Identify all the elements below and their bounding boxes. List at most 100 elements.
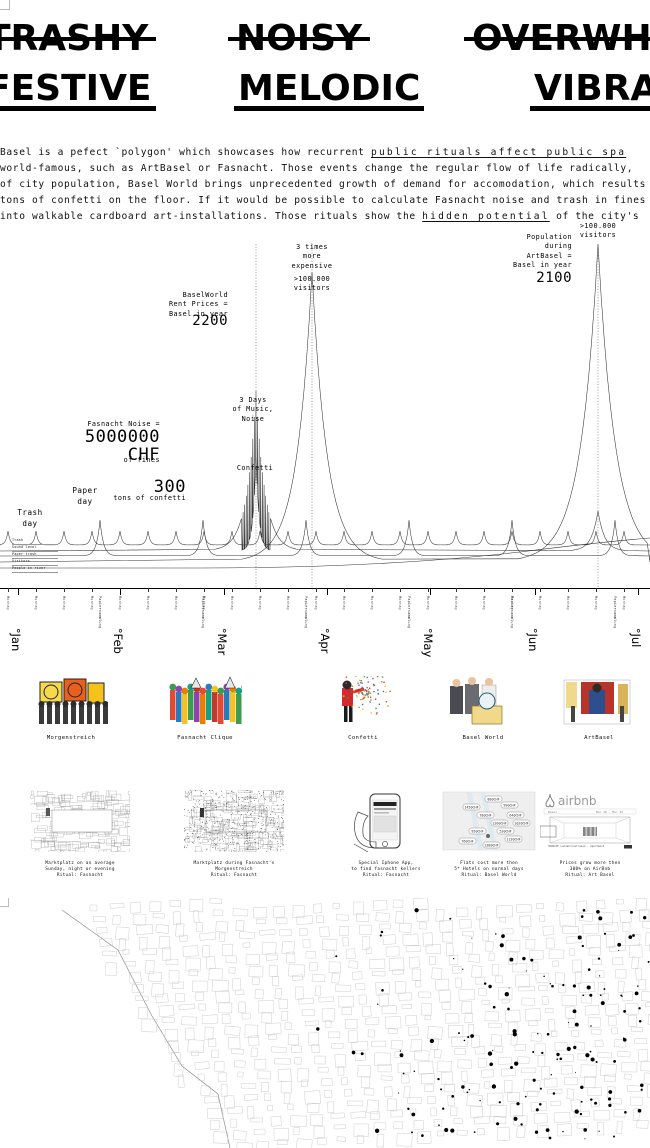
confetti-thrower-image <box>316 676 410 730</box>
axis-label-montag: Montag <box>174 596 178 610</box>
fasnacht-clique-image <box>158 676 252 730</box>
gallery-caption: Fasnacht Clique <box>158 735 252 743</box>
map-event-dot <box>514 1117 518 1121</box>
axis-tick-month <box>18 588 19 595</box>
map-event-dot <box>643 916 646 919</box>
map-event-dot <box>632 934 635 937</box>
plan-caption: Special Iphone App, to find fasnacht kel… <box>330 861 442 880</box>
gallery-item-basel-world[interactable]: Basel World <box>436 676 530 743</box>
axis-tick-week <box>204 588 205 592</box>
map-event-dot <box>453 958 454 959</box>
gallery-caption: Basel World <box>436 735 530 743</box>
axis-label-montag: Montag <box>230 596 234 610</box>
axis-month-jan: °Jan <box>9 628 23 651</box>
map-event-dot <box>596 1061 598 1063</box>
city-map-svg <box>0 898 650 1148</box>
axis-tick-week <box>148 588 149 592</box>
map-event-dot <box>438 1124 440 1126</box>
map-event-dot <box>440 1088 442 1090</box>
map-event-dot <box>451 1095 454 1098</box>
map-event-dot <box>335 955 337 957</box>
axis-label-montag: Montag <box>342 596 346 610</box>
map-event-dot <box>400 1050 401 1051</box>
map-event-dot <box>541 1052 543 1054</box>
map-event-dot <box>464 1040 466 1042</box>
map-event-dot <box>535 1131 538 1134</box>
axis-tick-month <box>638 588 639 595</box>
axis-label-montag: Montag <box>482 596 486 610</box>
gallery-caption: Confetti <box>316 735 410 743</box>
axis-tick-week <box>8 588 9 592</box>
svg-text:1200CHF: 1200CHF <box>492 821 506 825</box>
map-event-dot <box>489 1063 493 1067</box>
map-event-dot <box>573 1046 576 1049</box>
map-event-dot <box>516 1102 519 1105</box>
axis-label-montag: Montag <box>118 596 122 610</box>
plan-drawings-row: Marktplatz on an average Sunday, night o… <box>0 790 650 895</box>
plan-item-prices-grow-more-then[interactable]: airbnb Basel Mar 20 - Mar 25 3000CHF Lan… <box>534 790 646 880</box>
map-event-dot <box>588 968 591 971</box>
axis-label-papiersammlung: Papiersammlung <box>407 596 411 628</box>
intro-link-public-rituals[interactable]: public rituals affect public spa <box>371 147 626 158</box>
map-event-dot <box>543 976 545 978</box>
axis-tick-week <box>64 588 65 592</box>
axis-tick-month <box>120 588 121 595</box>
map-event-dot <box>562 984 564 986</box>
axis-label-montag: Montag <box>622 596 626 610</box>
marktplatz-crowded-plan <box>178 790 290 856</box>
svg-text:530CHF: 530CHF <box>499 829 511 833</box>
map-event-dot <box>361 1052 364 1055</box>
map-event-dot <box>635 991 639 995</box>
map-event-dot <box>421 1134 424 1137</box>
map-event-dot <box>377 1004 378 1005</box>
axis-tick-month <box>327 588 328 595</box>
intro-line1-a: Basel is a pefect `polygon' which showca… <box>0 147 371 158</box>
infographic-page: TRASHY FESTIVE NOISY MELODIC OVERWHELMED… <box>0 0 650 1148</box>
map-event-dot <box>532 1051 534 1053</box>
basel-city-map[interactable] <box>0 898 650 1148</box>
plan-item-marktplatz-on-an-average[interactable]: Marktplatz on an average Sunday, night o… <box>24 790 136 880</box>
axis-label-montag: Montag <box>370 596 374 610</box>
map-event-dot <box>598 916 602 920</box>
series-sound-level <box>0 391 650 551</box>
axis-tick-week <box>484 588 485 592</box>
axis-tick-week <box>92 588 93 592</box>
svg-text:1130CHF: 1130CHF <box>506 837 520 841</box>
gallery-item-artbasel[interactable]: ArtBasel <box>552 676 646 743</box>
map-event-dot <box>449 918 451 920</box>
plan-item-flats-cost-more-then[interactable]: 880CHF 1450CHF 990CHF 780CHF 640CHF 1200… <box>433 790 545 880</box>
gallery-item-confetti[interactable]: Confetti <box>316 676 410 743</box>
axis-tick-week <box>596 588 597 592</box>
plan-item-marktplatz-during-fasnacht-s[interactable]: Marktplatz during Fasnacht's Morgenstrei… <box>178 790 290 880</box>
svg-text:Mar 20 - Mar 25: Mar 20 - Mar 25 <box>596 810 623 814</box>
map-event-dot <box>598 1131 599 1132</box>
map-event-dot <box>613 1135 615 1137</box>
axis-month-apr: °Apr <box>318 628 332 653</box>
plan-item-special-iphone-app[interactable]: Special Iphone App, to find fasnacht kel… <box>330 790 442 880</box>
map-event-dot <box>590 1025 591 1026</box>
map-event-dot <box>585 1053 589 1057</box>
axis-month-may: °May <box>421 628 435 657</box>
gallery-item-morgenstreich[interactable]: Morgenstreich <box>24 676 118 743</box>
map-event-dot <box>492 1050 493 1051</box>
map-event-dot <box>581 915 584 918</box>
map-event-dot <box>539 1103 542 1106</box>
axis-label-montag: Montag <box>426 596 430 610</box>
axis-month-jul: °Jul <box>629 628 643 647</box>
annotation-ab-year: 2100 <box>422 270 572 286</box>
gallery-item-fasnacht-clique[interactable]: Fasnacht Clique <box>158 676 252 743</box>
map-event-dot <box>581 1101 583 1103</box>
map-event-dot <box>575 1023 579 1027</box>
map-event-dot <box>467 1036 469 1038</box>
map-event-dot <box>546 1128 550 1132</box>
svg-text:990CHF: 990CHF <box>503 803 515 807</box>
map-event-dot <box>430 1039 434 1043</box>
axis-tick-week <box>316 588 317 592</box>
axis-label-montag: Montag <box>146 596 150 610</box>
map-event-dot <box>583 909 586 912</box>
map-event-dot <box>630 911 633 914</box>
axis-label-montag: Montag <box>594 596 598 610</box>
map-event-dot <box>484 982 486 984</box>
plan-caption: Flats cost more then 5* Hotels on normal… <box>433 861 545 880</box>
chart-legend: Trash Sound level Paper trash Visitors Peopl… <box>12 538 132 573</box>
